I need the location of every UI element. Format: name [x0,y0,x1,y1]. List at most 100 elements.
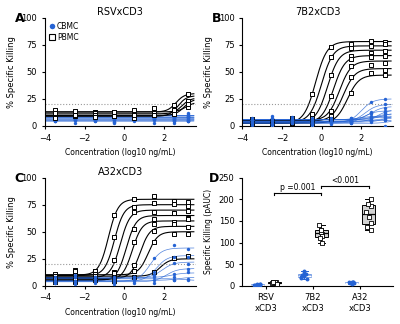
Point [185,247,191,252]
Point [52,116,58,121]
PathPatch shape [298,273,311,277]
Point [348,116,354,121]
Point [368,54,374,59]
Point [111,234,118,239]
Point [328,119,335,124]
Point [349,279,355,284]
Point [111,109,118,114]
Point [72,115,78,121]
Point [91,117,98,122]
Point [269,114,275,119]
Point [316,223,322,228]
Y-axis label: Specific Killing (pAUC): Specific Killing (pAUC) [204,189,213,274]
Point [382,54,388,59]
Point [171,111,177,116]
Point [269,122,275,127]
Point [52,273,58,279]
Point [52,273,58,279]
Point [72,113,78,119]
Point [269,122,275,127]
Point [171,219,177,224]
Point [91,276,98,282]
Point [171,119,177,124]
Point [348,120,354,125]
Point [185,111,191,116]
Point [91,274,98,280]
Point [151,112,157,118]
Point [52,274,58,279]
Point [131,278,138,283]
Point [185,262,191,267]
Point [131,268,138,273]
Point [151,116,157,121]
Point [328,117,335,122]
PathPatch shape [315,230,328,237]
Point [382,101,388,107]
Point [72,112,78,118]
Text: C: C [15,172,24,185]
Point [72,273,78,278]
Point [171,117,177,122]
Point [249,119,255,124]
Point [52,277,58,283]
Point [171,254,177,260]
X-axis label: Concentration (log10 ng/mL): Concentration (log10 ng/mL) [65,148,176,157]
Point [349,280,356,285]
Point [171,116,177,121]
Point [151,273,157,278]
Point [52,115,58,120]
Point [328,118,335,123]
Point [368,116,374,121]
Point [185,203,191,209]
Point [91,281,98,286]
Point [91,113,98,119]
Point [111,115,118,120]
Point [185,118,191,123]
Point [382,72,388,77]
Point [171,111,177,116]
Point [288,115,295,120]
Y-axis label: % Specific Killing: % Specific Killing [204,36,213,108]
Legend: CBMC, PBMC: CBMC, PBMC [49,21,79,42]
Point [151,216,157,221]
Point [151,117,157,122]
Point [111,117,118,122]
Point [151,115,157,120]
Point [52,116,58,122]
Point [288,120,295,125]
Point [348,117,354,122]
Point [91,117,98,122]
Point [368,55,374,60]
Y-axis label: % Specific Killing: % Specific Killing [7,196,16,268]
Point [72,116,78,122]
Point [151,272,157,278]
Point [131,111,138,117]
Point [252,282,258,287]
Point [111,275,118,280]
Point [91,118,98,123]
Point [249,117,255,122]
Point [111,117,118,122]
Text: A: A [15,12,24,25]
Point [249,118,255,123]
Point [171,110,177,115]
Point [185,114,191,119]
Point [131,275,138,280]
Point [111,114,118,119]
Point [91,269,98,274]
Point [249,121,255,126]
Point [249,118,255,123]
Point [185,114,191,119]
Text: D: D [209,172,219,185]
Point [151,110,157,115]
Point [298,272,305,278]
Point [288,121,295,126]
Point [318,229,324,234]
Point [298,275,305,281]
Point [368,110,374,115]
Point [382,114,388,119]
Point [249,121,255,126]
Point [272,279,278,284]
Text: p =0.001: p =0.001 [280,183,316,192]
Point [52,118,58,123]
